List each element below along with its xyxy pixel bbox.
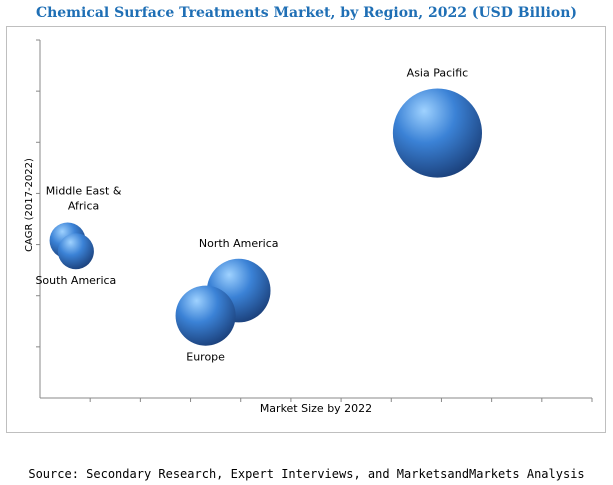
label-south-america: South America	[35, 274, 116, 287]
chart-title: Chemical Surface Treatments Market, by R…	[35, 5, 578, 21]
label-middle-east-and-africa-line1: Middle East &	[46, 184, 122, 197]
label-middle-east-and-africa-line2: Africa	[68, 199, 99, 212]
label-asia-pacific: Asia Pacific	[407, 67, 469, 80]
chart-frame	[6, 26, 606, 433]
x-axis-label: Market Size by 2022	[260, 402, 372, 415]
label-north-america: North America	[199, 237, 279, 250]
bubble-south-america	[57, 233, 94, 270]
label-europe: Europe	[186, 351, 225, 364]
source-note: Source: Secondary Research, Expert Inter…	[28, 467, 585, 481]
y-axis-label: CAGR (2017-2022)	[24, 158, 35, 252]
bubble-europe	[175, 285, 236, 346]
bubble-asia-pacific	[392, 88, 482, 178]
